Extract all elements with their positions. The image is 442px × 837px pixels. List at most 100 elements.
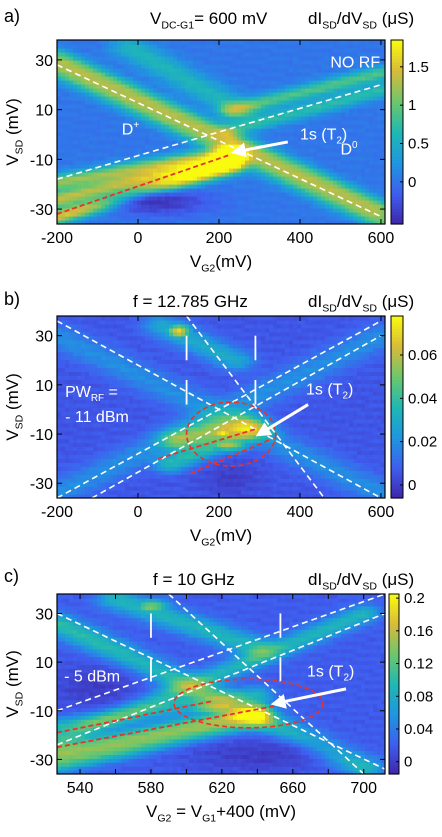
heatmap-cell — [377, 92, 382, 97]
heatmap-cell — [245, 220, 250, 224]
heatmap-cell — [245, 104, 250, 109]
heatmap-cell — [289, 184, 294, 189]
heatmap-cell — [225, 68, 230, 73]
heatmap-cell — [117, 48, 122, 53]
heatmap-cell — [185, 160, 190, 165]
heatmap-cell — [65, 446, 70, 452]
heatmap-cell — [109, 84, 114, 89]
heatmap-cell — [309, 92, 314, 97]
heatmap-cell — [241, 140, 246, 145]
heatmap-cell — [201, 196, 206, 201]
heatmap-cell — [73, 132, 78, 137]
heatmap-cell — [61, 470, 66, 475]
heatmap-cell — [153, 132, 158, 137]
heatmap-cell — [377, 104, 382, 109]
heatmap-cell — [73, 466, 78, 471]
heatmap-cell — [105, 68, 110, 73]
heatmap-cell — [121, 442, 126, 448]
heatmap-cell — [81, 40, 86, 45]
heatmap-cell — [217, 124, 222, 129]
heatmap-cell — [149, 128, 154, 133]
heatmap-cell — [141, 204, 146, 209]
heatmap-cell — [65, 112, 70, 117]
heatmap-cell — [93, 407, 98, 412]
heatmap-cell — [165, 132, 170, 137]
heatmap-cell — [217, 184, 222, 189]
heatmap-cell — [321, 116, 326, 121]
heatmap-cell — [113, 466, 118, 471]
heatmap-cell — [281, 100, 286, 105]
heatmap-cell — [97, 52, 102, 57]
heatmap-cell — [285, 104, 290, 109]
heatmap-cell — [317, 52, 322, 57]
heatmap-cell — [141, 466, 146, 471]
heatmap-cell — [149, 494, 154, 498]
heatmap-cell — [233, 212, 238, 217]
heatmap-cell — [149, 323, 154, 329]
heatmap-cell — [349, 56, 354, 61]
heatmap-cell — [353, 108, 358, 113]
heatmap-cell — [217, 128, 222, 133]
heatmap-cell — [81, 48, 86, 53]
heatmap-cell — [197, 52, 202, 57]
heatmap-cell — [209, 168, 214, 173]
heatmap-cell — [129, 422, 134, 428]
heatmap-cell — [333, 144, 338, 149]
heatmap-cell — [113, 422, 118, 428]
heatmap-cell — [373, 124, 378, 129]
heatmap-cell — [205, 124, 210, 129]
heatmap-cell — [197, 100, 202, 105]
heatmap-cell — [329, 92, 334, 97]
heatmap-cell — [353, 148, 358, 153]
heatmap-cell — [157, 88, 162, 93]
heatmap-cell — [229, 148, 234, 153]
heatmap-cell — [57, 323, 62, 329]
heatmap-cell — [361, 172, 366, 177]
heatmap-cell — [121, 403, 126, 408]
heatmap-cell — [169, 160, 174, 165]
heatmap-cell — [73, 56, 78, 61]
heatmap-cell — [369, 172, 374, 177]
heatmap-cell — [145, 490, 150, 495]
heatmap-cell — [333, 112, 338, 117]
heatmap-cell — [185, 112, 190, 117]
heatmap-cell — [333, 176, 338, 181]
heatmap-cell — [85, 403, 90, 408]
heatmap-cell — [313, 128, 318, 133]
heatmap-cell — [285, 96, 290, 101]
heatmap-cell — [209, 80, 214, 85]
heatmap-cell — [133, 100, 138, 105]
heatmap-cell — [341, 184, 346, 189]
heatmap-cell — [77, 474, 82, 479]
heatmap-cell — [333, 212, 338, 217]
heatmap-cell — [93, 359, 98, 365]
heatmap-cell — [257, 212, 262, 217]
heatmap-cell — [145, 351, 150, 357]
heatmap-cell — [101, 331, 106, 337]
heatmap-cell — [205, 104, 210, 109]
heatmap-cell — [205, 208, 210, 213]
heatmap-cell — [145, 60, 150, 65]
heatmap-cell — [97, 323, 102, 329]
heatmap-cell — [81, 462, 86, 467]
heatmap-cell — [269, 100, 274, 105]
heatmap-cell — [141, 446, 146, 452]
heatmap-cell — [117, 144, 122, 149]
heatmap-cell — [69, 68, 74, 73]
heatmap-cell — [145, 184, 150, 189]
heatmap-cell — [361, 196, 366, 201]
heatmap-cell — [133, 80, 138, 85]
heatmap-cell — [281, 96, 286, 101]
heatmap-cell — [129, 160, 134, 165]
heatmap-cell — [129, 371, 134, 376]
heatmap-cell — [113, 72, 118, 77]
heatmap-cell — [165, 80, 170, 85]
heatmap-cell — [177, 180, 182, 185]
heatmap-cell — [129, 92, 134, 97]
heatmap-cell — [341, 172, 346, 177]
heatmap-cell — [157, 168, 162, 173]
heatmap-cell — [137, 76, 142, 81]
heatmap-cell — [93, 128, 98, 133]
heatmap-cell — [245, 156, 250, 161]
heatmap-cell — [349, 216, 354, 221]
